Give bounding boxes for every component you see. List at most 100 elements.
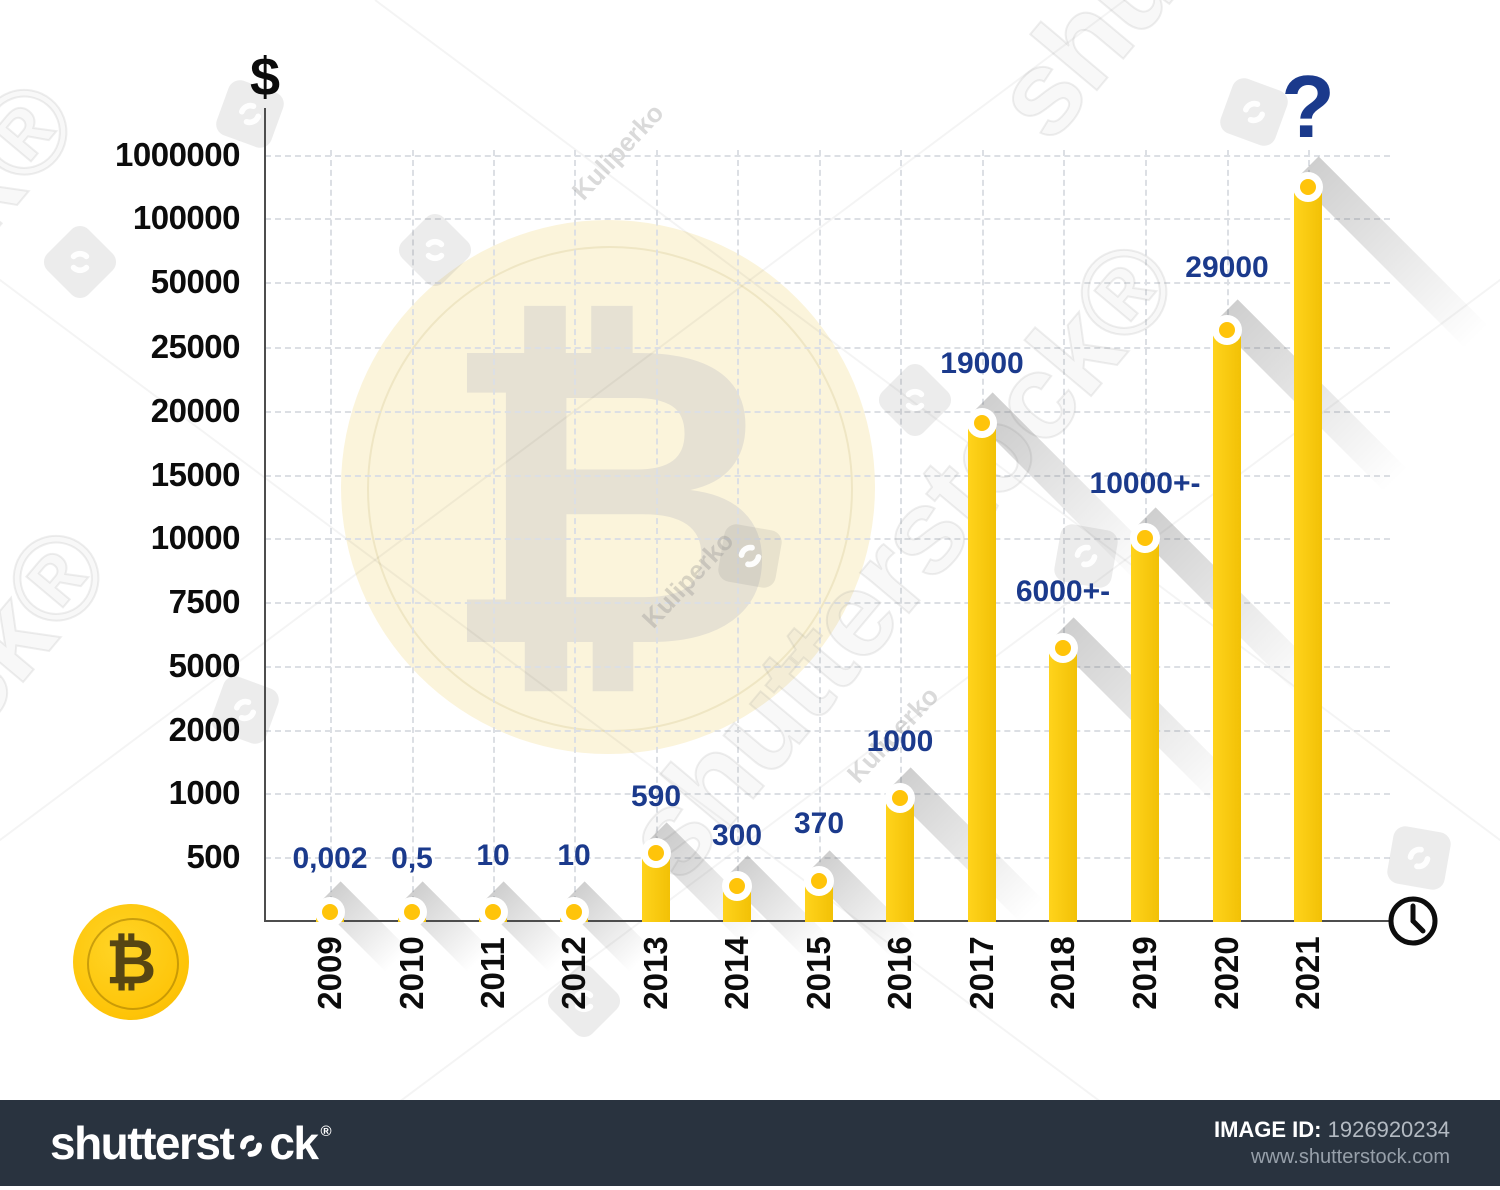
gridline-vertical [737,150,739,922]
bar-cap-dot [811,873,827,889]
year-label: 2021 [1289,936,1326,1010]
gridline-vertical [1063,150,1065,922]
y-tick-label: 1000000 [115,136,240,173]
dollar-sign-label: $ [249,47,281,107]
shutterstock-badge-icon [542,959,626,1043]
footer-site-url: www.shutterstock.com [1251,1146,1450,1169]
gridline-vertical [900,150,902,922]
bitcoin-coin-glyph: ₿ [105,925,157,998]
year-label: 2013 [637,936,674,1010]
bar-cap-dot [648,845,664,861]
bar [1294,187,1322,922]
bar-cap-dot [566,904,582,920]
gridline-horizontal [265,857,1390,859]
gridline-vertical [412,150,414,922]
y-tick-label: 20000 [150,392,241,429]
year-label: 2015 [800,936,837,1010]
y-tick-label: 10000 [150,519,241,556]
year-label: 2016 [881,936,918,1010]
watermark-diagonal-lines [0,0,1500,1100]
year-label: 2020 [1208,936,1245,1010]
bar-cap-dot [1219,322,1235,338]
bar [1131,538,1159,922]
gridline-vertical [574,150,576,922]
footer-image-id: IMAGE ID: 1926920234 [1214,1116,1450,1144]
gridline-vertical [493,150,495,922]
value-label: 10 [557,839,591,872]
gridline-horizontal [265,411,1390,413]
shutterstock-mark-icon [235,1130,267,1162]
bar-cap-dot [1300,179,1316,195]
y-tick-label: 1000 [168,774,241,811]
value-label: 590 [630,780,682,813]
bar [886,798,914,922]
footer-meta: IMAGE ID: 1926920234 www.shutterstock.co… [1214,1116,1450,1171]
footer-logo-suffix: ck [269,1117,319,1169]
shutterstock-badge-icon [1385,824,1453,892]
shutterstock-badge-icon [716,522,784,590]
gridline-horizontal [265,218,1390,220]
y-axis-line [264,108,266,922]
bar-cap-dot [974,415,990,431]
footer-bar: shutterst ck ® IMAGE ID: 1926920234 www.… [0,1100,1500,1186]
year-label: 2019 [1126,936,1163,1010]
value-label: 19000 [940,347,1024,380]
shutterstock-badge-icon [207,672,283,748]
year-label: 2017 [963,936,1000,1010]
gridline-horizontal [265,602,1390,604]
y-tick-label: 25000 [150,328,241,365]
value-label: 1000 [866,725,934,758]
gridline-vertical [819,150,821,922]
footer-image-id-label: IMAGE ID: [1213,1116,1322,1142]
y-tick-label: 50000 [150,263,241,300]
year-label: 2010 [393,936,430,1010]
gridline-vertical [330,150,332,922]
value-label: 29000 [1185,251,1269,284]
footer-image-id-value: 1926920234 [1327,1116,1450,1142]
bar-cap-dot [322,904,338,920]
footer-registered-mark: ® [320,1122,331,1140]
gridline-horizontal [265,155,1390,157]
year-label: 2014 [718,936,755,1010]
shutterstock-badge-icon [212,76,288,152]
gridline-horizontal [265,282,1390,284]
bitcoin-coin-ring [87,918,179,1010]
value-label: 10 [476,839,510,872]
shutterstock-badge-icon [393,208,477,292]
bar-cap-dot [404,904,420,920]
value-label: ? [1281,57,1335,156]
footer-logo-prefix: shutterst [50,1117,235,1169]
y-tick-label: 7500 [168,583,241,620]
gridline-vertical [656,150,658,922]
watermark-bitcoin-glyph: ₿ [438,253,782,742]
year-label: 2018 [1044,936,1081,1010]
bar [968,423,996,922]
shutterstock-badge-icon [1216,74,1292,150]
bar [1213,330,1241,922]
bar-cap-dot [1055,640,1071,656]
y-tick-label: 2000 [168,711,241,748]
value-label: 10000+- [1089,467,1201,500]
bar-cap-dot [485,904,501,920]
y-tick-label: 5000 [168,647,241,684]
value-label: 0,5 [391,842,433,875]
clock-icon [1388,896,1438,946]
gridline-horizontal [265,730,1390,732]
bar-cap-dot [892,790,908,806]
shutterstock-badge-icon [1052,522,1120,590]
gridline-horizontal [265,793,1390,795]
value-label: 300 [711,819,763,852]
shutterstock-badge-icon [38,220,122,304]
shutterstock-badge-icon [873,358,957,442]
year-label: 2012 [555,936,592,1010]
y-tick-label: 100000 [132,199,241,236]
bar [1049,648,1077,922]
y-tick-label: 15000 [150,456,241,493]
gridline-horizontal [265,538,1390,540]
gridline-horizontal [265,475,1390,477]
year-label: 2009 [311,936,348,1010]
gridline-horizontal [265,347,1390,349]
gridline-horizontal [265,666,1390,668]
value-label: 0,002 [292,842,368,875]
